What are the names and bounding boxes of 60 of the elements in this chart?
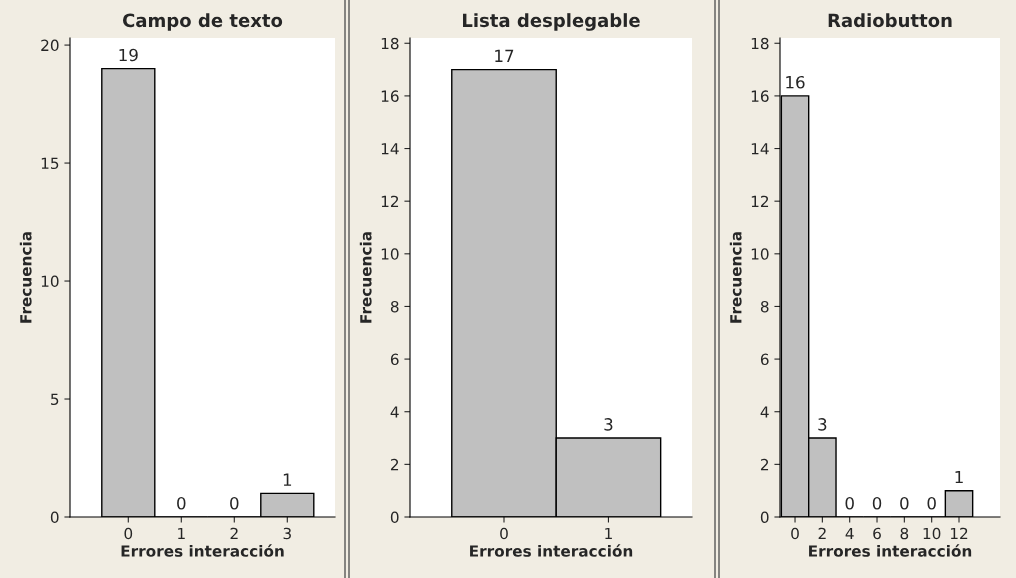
y-tick-label: 12: [381, 195, 399, 207]
x-tick-label: 1: [605, 527, 612, 540]
x-tick-label: 3: [283, 527, 291, 540]
x-tick-label: 2: [230, 527, 238, 540]
x-axis-title: Errores interacción: [809, 544, 972, 557]
chart-title: Lista desplegable: [463, 13, 640, 31]
y-tick-label: 2: [390, 458, 399, 471]
data-label: 19: [119, 48, 138, 62]
data-label: 3: [818, 418, 827, 431]
x-tick-label: 0: [791, 527, 799, 540]
data-label: 0: [230, 497, 239, 510]
data-label: 0: [927, 497, 936, 510]
chart-title: Radiobutton: [828, 13, 952, 28]
data-label: 0: [900, 497, 909, 510]
data-label: 1: [955, 470, 963, 484]
y-tick-label: 16: [381, 90, 399, 102]
y-tick-label: 14: [751, 143, 769, 155]
y-tick-label: 2: [760, 458, 769, 471]
y-tick-label: 14: [381, 143, 399, 155]
x-tick-label: 6: [873, 527, 881, 540]
y-tick-label: 0: [760, 511, 769, 524]
y-tick-label: 6: [390, 353, 399, 366]
y-tick-label: 20: [41, 39, 59, 52]
y-tick-label: 15: [41, 157, 59, 170]
data-label: 1: [283, 473, 292, 486]
data-label: 3: [604, 418, 613, 431]
y-tick-label: 10: [751, 248, 769, 260]
data-label: 17: [495, 49, 514, 62]
y-tick-label: 4: [760, 406, 769, 418]
data-label: 16: [786, 75, 805, 89]
y-axis-title: Frecuencia: [359, 232, 372, 323]
y-tick-label: 5: [51, 393, 59, 406]
x-tick-label: 8: [900, 527, 909, 540]
y-tick-label: 0: [390, 511, 399, 524]
y-tick-label: 8: [760, 300, 769, 313]
x-tick-label: 12: [950, 527, 968, 540]
y-tick-label: 6: [760, 353, 769, 366]
y-axis-title: Frecuencia: [19, 232, 32, 323]
data-label: 0: [177, 497, 186, 510]
x-tick-label: 0: [124, 527, 133, 540]
data-label: 0: [872, 497, 882, 510]
y-tick-label: 16: [751, 90, 769, 102]
x-tick-label: 0: [500, 527, 508, 540]
y-tick-label: 4: [390, 406, 399, 418]
data-label: 0: [845, 497, 854, 510]
y-tick-label: 18: [381, 37, 399, 50]
y-tick-label: 8: [390, 300, 399, 313]
x-tick-label: 2: [818, 527, 826, 540]
x-tick-label: 10: [923, 527, 941, 540]
y-tick-label: 10: [381, 248, 399, 260]
y-tick-label: 0: [50, 511, 59, 524]
x-axis-title: Errores interacción: [121, 544, 284, 557]
y-axis-title: Frecuencia: [729, 232, 742, 323]
y-tick-label: 10: [41, 275, 59, 288]
y-tick-label: 18: [751, 37, 769, 50]
chart-title: Campo de texto: [122, 13, 283, 31]
x-axis-title: Errores interacción: [470, 544, 633, 557]
x-tick-label: 1: [178, 527, 185, 540]
y-tick-label: 12: [751, 195, 769, 207]
x-tick-label: 4: [845, 527, 854, 540]
